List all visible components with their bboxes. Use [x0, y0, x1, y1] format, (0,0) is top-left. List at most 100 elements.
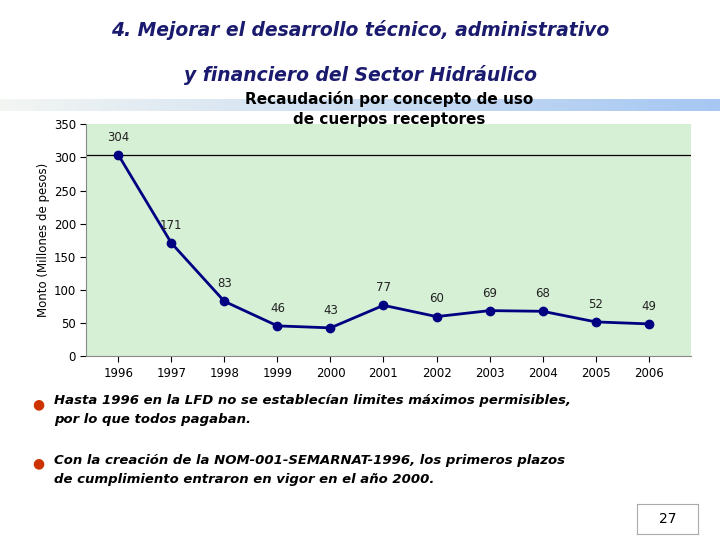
Bar	[234, 99, 238, 111]
Bar	[25, 99, 29, 111]
Bar	[677, 99, 680, 111]
Bar	[472, 99, 475, 111]
Bar	[277, 99, 281, 111]
Bar	[688, 99, 691, 111]
Bar	[385, 99, 389, 111]
Bar	[626, 99, 630, 111]
Bar	[22, 99, 25, 111]
Bar	[284, 99, 288, 111]
Bar	[619, 99, 623, 111]
Bar	[428, 99, 432, 111]
Bar	[533, 99, 536, 111]
Text: 68: 68	[535, 287, 550, 300]
Bar	[108, 99, 112, 111]
Bar	[493, 99, 497, 111]
Bar	[580, 99, 583, 111]
Bar	[346, 99, 349, 111]
Bar	[302, 99, 306, 111]
Bar	[288, 99, 292, 111]
Bar	[97, 99, 101, 111]
Bar	[47, 99, 50, 111]
Bar	[173, 99, 176, 111]
Bar	[360, 99, 364, 111]
Bar	[446, 99, 450, 111]
Bar	[706, 99, 709, 111]
Bar	[562, 99, 565, 111]
Bar	[443, 99, 446, 111]
Bar	[274, 99, 277, 111]
Bar	[151, 99, 155, 111]
Bar	[310, 99, 313, 111]
Y-axis label: Monto (Millones de pesos): Monto (Millones de pesos)	[37, 163, 50, 318]
Bar	[320, 99, 324, 111]
Bar	[216, 99, 220, 111]
Bar	[508, 99, 511, 111]
Bar	[536, 99, 540, 111]
Bar	[680, 99, 684, 111]
Bar	[18, 99, 22, 111]
Bar	[72, 99, 76, 111]
Bar	[338, 99, 342, 111]
Bar	[425, 99, 428, 111]
Bar	[432, 99, 436, 111]
Text: y financiero del Sector Hidráulico: y financiero del Sector Hidráulico	[184, 65, 536, 85]
Bar	[220, 99, 223, 111]
Bar	[454, 99, 457, 111]
Bar	[450, 99, 454, 111]
Bar	[684, 99, 688, 111]
Bar	[407, 99, 410, 111]
Text: ●: ●	[32, 456, 45, 470]
Bar	[140, 99, 144, 111]
Bar	[457, 99, 461, 111]
Bar	[410, 99, 414, 111]
Bar	[4, 99, 7, 111]
Bar	[482, 99, 486, 111]
Bar	[292, 99, 295, 111]
Bar	[382, 99, 385, 111]
Bar	[644, 99, 648, 111]
Bar	[511, 99, 515, 111]
Bar	[716, 99, 720, 111]
Bar	[176, 99, 180, 111]
Bar	[112, 99, 115, 111]
Bar	[14, 99, 18, 111]
Text: 49: 49	[642, 300, 656, 313]
Bar	[518, 99, 522, 111]
Bar	[389, 99, 392, 111]
Text: 60: 60	[429, 293, 444, 306]
Bar	[486, 99, 490, 111]
Bar	[166, 99, 169, 111]
Bar	[662, 99, 666, 111]
Bar	[342, 99, 346, 111]
Bar	[122, 99, 126, 111]
Bar	[270, 99, 274, 111]
Bar	[281, 99, 284, 111]
Bar	[241, 99, 245, 111]
Bar	[673, 99, 677, 111]
Bar	[544, 99, 547, 111]
Bar	[32, 99, 36, 111]
Bar	[180, 99, 184, 111]
Bar	[612, 99, 616, 111]
Bar	[652, 99, 655, 111]
Bar	[101, 99, 104, 111]
Bar	[198, 99, 202, 111]
Bar	[209, 99, 212, 111]
Bar	[50, 99, 54, 111]
Text: 43: 43	[323, 304, 338, 317]
Bar	[648, 99, 652, 111]
Bar	[634, 99, 637, 111]
Bar	[353, 99, 356, 111]
Bar	[252, 99, 256, 111]
Bar	[238, 99, 241, 111]
Bar	[590, 99, 594, 111]
Bar	[594, 99, 598, 111]
Bar	[374, 99, 378, 111]
Bar	[436, 99, 439, 111]
Bar	[58, 99, 61, 111]
Bar	[317, 99, 320, 111]
Bar	[378, 99, 382, 111]
Text: 27: 27	[659, 512, 677, 525]
Bar	[670, 99, 673, 111]
Bar	[126, 99, 130, 111]
